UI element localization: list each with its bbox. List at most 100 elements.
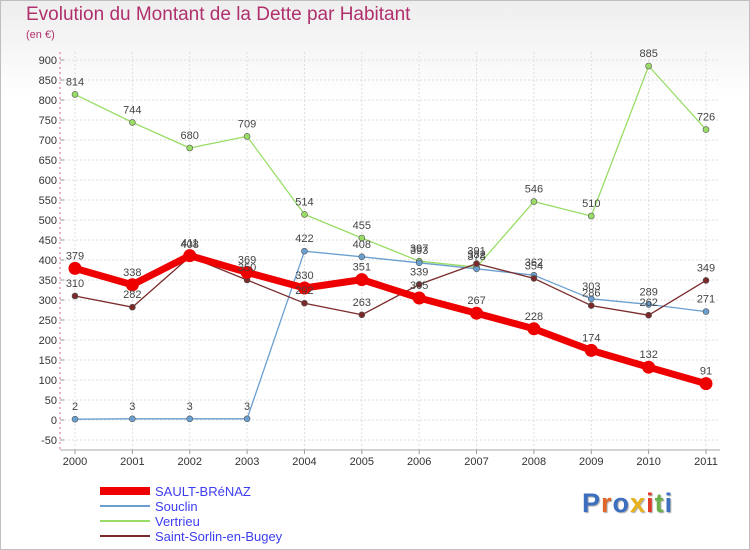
legend-label: Souclin bbox=[155, 499, 198, 514]
data-point-1 bbox=[71, 415, 79, 423]
data-label-2: 814 bbox=[66, 76, 84, 88]
data-label-3: 282 bbox=[123, 289, 141, 301]
x-tick-label: 2007 bbox=[464, 456, 488, 468]
data-point-1 bbox=[702, 308, 710, 315]
data-label-0: 379 bbox=[66, 250, 84, 262]
y-tick-label: 650 bbox=[39, 155, 57, 167]
brand-logo: Proxiti bbox=[582, 488, 674, 518]
legend-label: Vertrieu bbox=[155, 514, 200, 529]
data-label-2: 382 bbox=[467, 249, 485, 261]
data-label-2: 680 bbox=[181, 130, 199, 142]
y-tick-label: 350 bbox=[39, 275, 57, 287]
data-label-1: 362 bbox=[525, 257, 543, 269]
data-label-1: 3 bbox=[129, 401, 135, 413]
data-label-3: 391 bbox=[467, 246, 485, 258]
data-point-2 bbox=[587, 212, 595, 220]
data-point-0 bbox=[355, 273, 369, 287]
data-point-0 bbox=[642, 360, 656, 374]
data-point-2 bbox=[301, 211, 308, 218]
data-label-0: 338 bbox=[123, 267, 141, 279]
x-tick-label: 2008 bbox=[522, 456, 546, 468]
data-label-2: 546 bbox=[525, 184, 543, 196]
data-label-3: 339 bbox=[410, 266, 428, 278]
data-label-3: 263 bbox=[353, 297, 371, 309]
data-point-0 bbox=[240, 265, 254, 279]
series-layer bbox=[68, 62, 713, 423]
axes bbox=[59, 52, 720, 454]
data-point-1 bbox=[358, 253, 366, 261]
y-tick-label: 100 bbox=[39, 375, 57, 387]
data-label-0: 91 bbox=[700, 366, 712, 378]
data-label-3: 310 bbox=[66, 278, 84, 290]
y-tick-label: 900 bbox=[39, 55, 57, 67]
data-label-2: 455 bbox=[353, 220, 371, 232]
data-point-3 bbox=[530, 275, 538, 282]
data-label-1: 3 bbox=[187, 401, 193, 413]
chart-subtitle: (en €) bbox=[26, 29, 55, 41]
data-point-1 bbox=[186, 415, 194, 423]
y-axis-ticks: -50 0 50 100 150 200 250 300 350 400 450 500 550 600 6… bbox=[39, 55, 57, 447]
data-label-0: 132 bbox=[639, 349, 657, 361]
data-point-3 bbox=[645, 311, 652, 319]
legend-label: SAULT-BRéNAZ bbox=[155, 484, 251, 499]
x-tick-label: 2003 bbox=[235, 456, 259, 468]
data-point-1 bbox=[243, 415, 251, 423]
data-label-3: 350 bbox=[238, 262, 256, 274]
y-tick-label: 550 bbox=[39, 195, 57, 207]
data-label-3: 354 bbox=[525, 260, 543, 272]
data-point-1 bbox=[587, 295, 595, 303]
data-point-2 bbox=[645, 62, 652, 70]
data-label-0: 330 bbox=[295, 270, 313, 282]
data-label-1: 271 bbox=[697, 294, 715, 306]
data-label-2: 744 bbox=[123, 104, 141, 116]
data-label-1: 393 bbox=[410, 245, 428, 257]
data-label-1: 408 bbox=[353, 239, 371, 251]
data-point-0 bbox=[297, 281, 311, 295]
data-label-2: 514 bbox=[295, 196, 313, 208]
series-line-0 bbox=[74, 252, 707, 387]
data-label-0: 369 bbox=[238, 254, 256, 266]
y-tick-label: 500 bbox=[39, 215, 57, 227]
x-tick-label: 2005 bbox=[350, 456, 374, 468]
x-tick-label: 2009 bbox=[579, 456, 603, 468]
data-label-1: 422 bbox=[295, 233, 313, 245]
data-label-0: 305 bbox=[410, 280, 428, 292]
data-point-2 bbox=[702, 126, 710, 133]
data-point-0 bbox=[125, 278, 139, 292]
x-tick-label: 2002 bbox=[177, 456, 201, 468]
data-label-0: 351 bbox=[353, 262, 371, 274]
data-label-2: 397 bbox=[410, 243, 428, 255]
data-point-0 bbox=[584, 343, 598, 357]
data-point-3 bbox=[473, 260, 480, 267]
chart-title: Evolution du Montant de la Dette par Hab… bbox=[26, 4, 411, 25]
series-line-2 bbox=[74, 65, 707, 268]
data-point-1 bbox=[415, 259, 423, 267]
data-label-1: 289 bbox=[639, 286, 657, 298]
x-tick-label: 2001 bbox=[120, 456, 144, 468]
y-tick-label: 750 bbox=[39, 115, 57, 127]
data-label-0: 411 bbox=[181, 238, 199, 250]
data-point-2 bbox=[358, 234, 366, 242]
y-tick-label: 0 bbox=[51, 415, 57, 427]
x-axis-ticks: 2000 2001 2002 2003 2004 2005 2006 2007 2008 2009… bbox=[63, 456, 718, 468]
y-tick-label: 400 bbox=[39, 255, 57, 267]
data-point-3 bbox=[301, 299, 308, 307]
data-point-2 bbox=[129, 119, 136, 126]
y-tick-label: 50 bbox=[45, 395, 57, 407]
series-line-3 bbox=[74, 256, 707, 316]
data-label-1: 378 bbox=[467, 251, 485, 263]
y-tick-label: 700 bbox=[39, 135, 57, 147]
legend-label: Saint-Sorlin-en-Bugey bbox=[155, 529, 283, 544]
x-tick-label: 2004 bbox=[292, 456, 316, 468]
data-label-1: 303 bbox=[582, 281, 600, 293]
y-tick-label: 250 bbox=[39, 315, 57, 327]
data-point-2 bbox=[71, 91, 79, 98]
data-label-1: 3 bbox=[244, 401, 250, 413]
y-tick-label: 200 bbox=[39, 335, 57, 347]
data-point-0 bbox=[412, 291, 426, 305]
legend: SAULT-BRéNAZSouclinVertrieuSaint-Sorlin-… bbox=[100, 484, 283, 544]
data-point-0 bbox=[699, 377, 713, 391]
data-label-0: 228 bbox=[525, 311, 543, 323]
